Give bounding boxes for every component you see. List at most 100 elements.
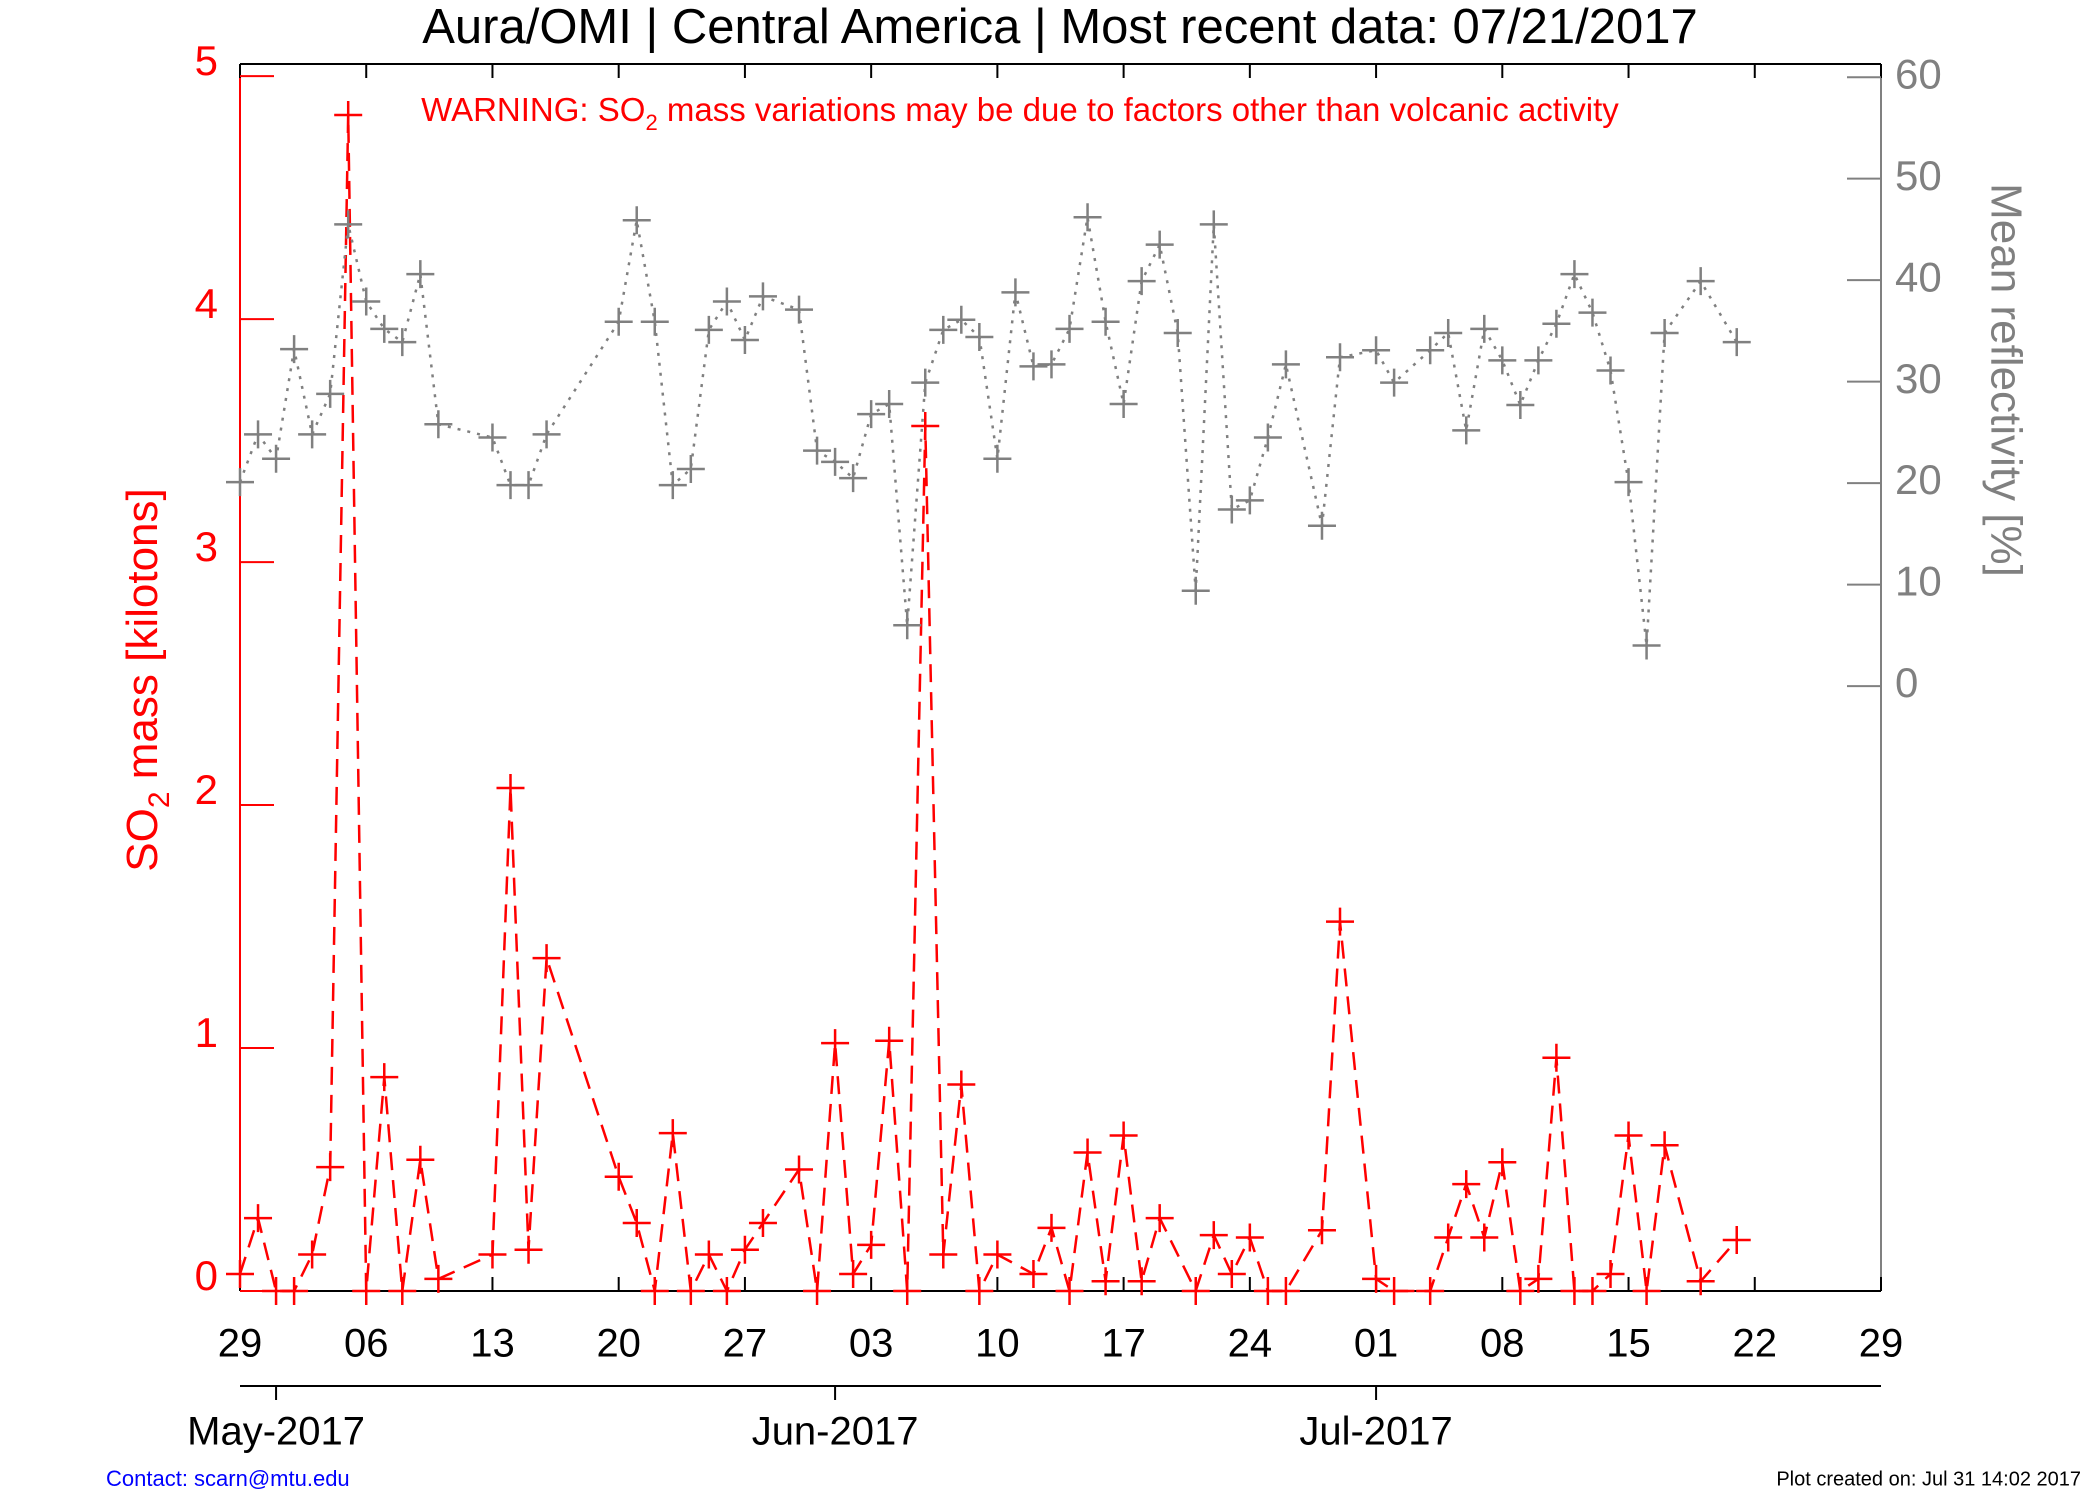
- marker: [676, 454, 705, 483]
- marker: [1434, 1223, 1463, 1252]
- marker: [604, 1162, 633, 1191]
- x-tick-label: 10: [975, 1322, 1020, 1366]
- marker: [839, 1259, 868, 1288]
- y2-tick-label: 60: [1895, 50, 1942, 97]
- marker: [694, 1240, 723, 1269]
- marker: [1470, 1223, 1499, 1252]
- x-tick-label: 06: [344, 1322, 389, 1366]
- marker: [496, 774, 525, 803]
- marker: [694, 315, 723, 344]
- y-tick-label: 5: [195, 37, 218, 84]
- marker: [911, 368, 940, 397]
- marker: [1037, 350, 1066, 379]
- y2-axis-title: Mean reflectivity [%]: [1981, 183, 2030, 577]
- marker: [1542, 309, 1571, 338]
- marker: [893, 611, 922, 640]
- marker: [803, 1277, 832, 1305]
- marker: [1326, 343, 1355, 372]
- marker: [334, 101, 363, 130]
- marker: [352, 1277, 381, 1305]
- marker: [316, 1153, 345, 1182]
- marker: [388, 328, 417, 357]
- marker: [893, 1277, 922, 1305]
- marker: [730, 326, 759, 355]
- marker: [1596, 356, 1625, 385]
- marker: [1524, 346, 1553, 375]
- marker: [622, 1208, 651, 1237]
- marker: [947, 1070, 976, 1099]
- marker: [1380, 1277, 1409, 1305]
- marker: [1073, 1138, 1102, 1167]
- marker: [1217, 1259, 1246, 1288]
- marker: [226, 468, 254, 497]
- contact: Contact: scarn@mtu.edu: [106, 1466, 350, 1491]
- marker: [1055, 314, 1084, 343]
- y2-tick-label: 50: [1895, 152, 1942, 199]
- marker: [370, 314, 399, 343]
- marker: [1506, 391, 1535, 420]
- marker: [1686, 1267, 1715, 1296]
- y2-tick-label: 30: [1895, 355, 1942, 402]
- marker: [280, 335, 309, 364]
- marker: [983, 1240, 1012, 1269]
- marker: [1614, 1121, 1643, 1150]
- marker: [929, 315, 958, 344]
- x-tick-label: 27: [723, 1322, 768, 1366]
- marker: [1650, 318, 1679, 347]
- marker: [1722, 328, 1751, 357]
- marker: [532, 944, 561, 973]
- marker: [1632, 631, 1661, 660]
- marker: [316, 379, 345, 408]
- marker: [1362, 336, 1391, 365]
- marker: [748, 1208, 777, 1237]
- marker: [604, 307, 633, 336]
- marker: [478, 1240, 507, 1269]
- marker: [1470, 314, 1499, 343]
- annotation-text: WARNING: SO: [421, 91, 645, 128]
- marker: [965, 323, 994, 352]
- x-tick-label: 20: [596, 1322, 641, 1366]
- marker: [1163, 318, 1192, 347]
- marker: [298, 420, 327, 449]
- month-tick-label: May-2017: [187, 1410, 365, 1454]
- annotation-rest: mass variations may be due to factors ot…: [658, 91, 1620, 128]
- marker: [1542, 1043, 1571, 1072]
- x-tick-label: 29: [218, 1322, 263, 1366]
- marker: [1650, 1131, 1679, 1160]
- marker: [352, 287, 381, 316]
- marker: [929, 1240, 958, 1269]
- marker: [1578, 298, 1607, 327]
- marker: [370, 1063, 399, 1092]
- y2-tick-label: 10: [1895, 558, 1942, 605]
- marker: [1091, 1267, 1120, 1296]
- marker: [280, 1277, 309, 1305]
- marker: [1488, 346, 1517, 375]
- y-tick-label: 1: [195, 1009, 218, 1056]
- marker: [1091, 307, 1120, 336]
- marker: [875, 389, 904, 418]
- y2-tick-label: 0: [1895, 659, 1918, 706]
- y2-tick-label: 20: [1895, 456, 1942, 503]
- marker: [1235, 486, 1264, 515]
- marker: [406, 1145, 435, 1174]
- y-axis-title: SO2 mass [kilotons]: [118, 488, 177, 871]
- marker: [1055, 1277, 1084, 1305]
- marker: [1217, 495, 1246, 524]
- annotation-sub: 2: [645, 110, 657, 135]
- marker: [388, 1277, 417, 1305]
- marker: [244, 1204, 273, 1233]
- marker: [1127, 267, 1156, 296]
- marker: [424, 410, 453, 439]
- annotation: WARNING: SO2 mass variations may be due …: [421, 91, 1619, 136]
- marker: [1181, 576, 1210, 605]
- marker: [1434, 318, 1463, 347]
- marker: [676, 1277, 705, 1305]
- y-axis-title-rest: mass [kilotons]: [118, 488, 167, 791]
- marker: [1326, 907, 1355, 936]
- marker: [1416, 336, 1445, 365]
- chart-title: Aura/OMI | Central America | Most recent…: [422, 0, 1698, 54]
- marker: [1416, 1277, 1445, 1305]
- marker: [262, 444, 291, 473]
- marker: [226, 1259, 254, 1288]
- y2-tick-label: 40: [1895, 253, 1942, 300]
